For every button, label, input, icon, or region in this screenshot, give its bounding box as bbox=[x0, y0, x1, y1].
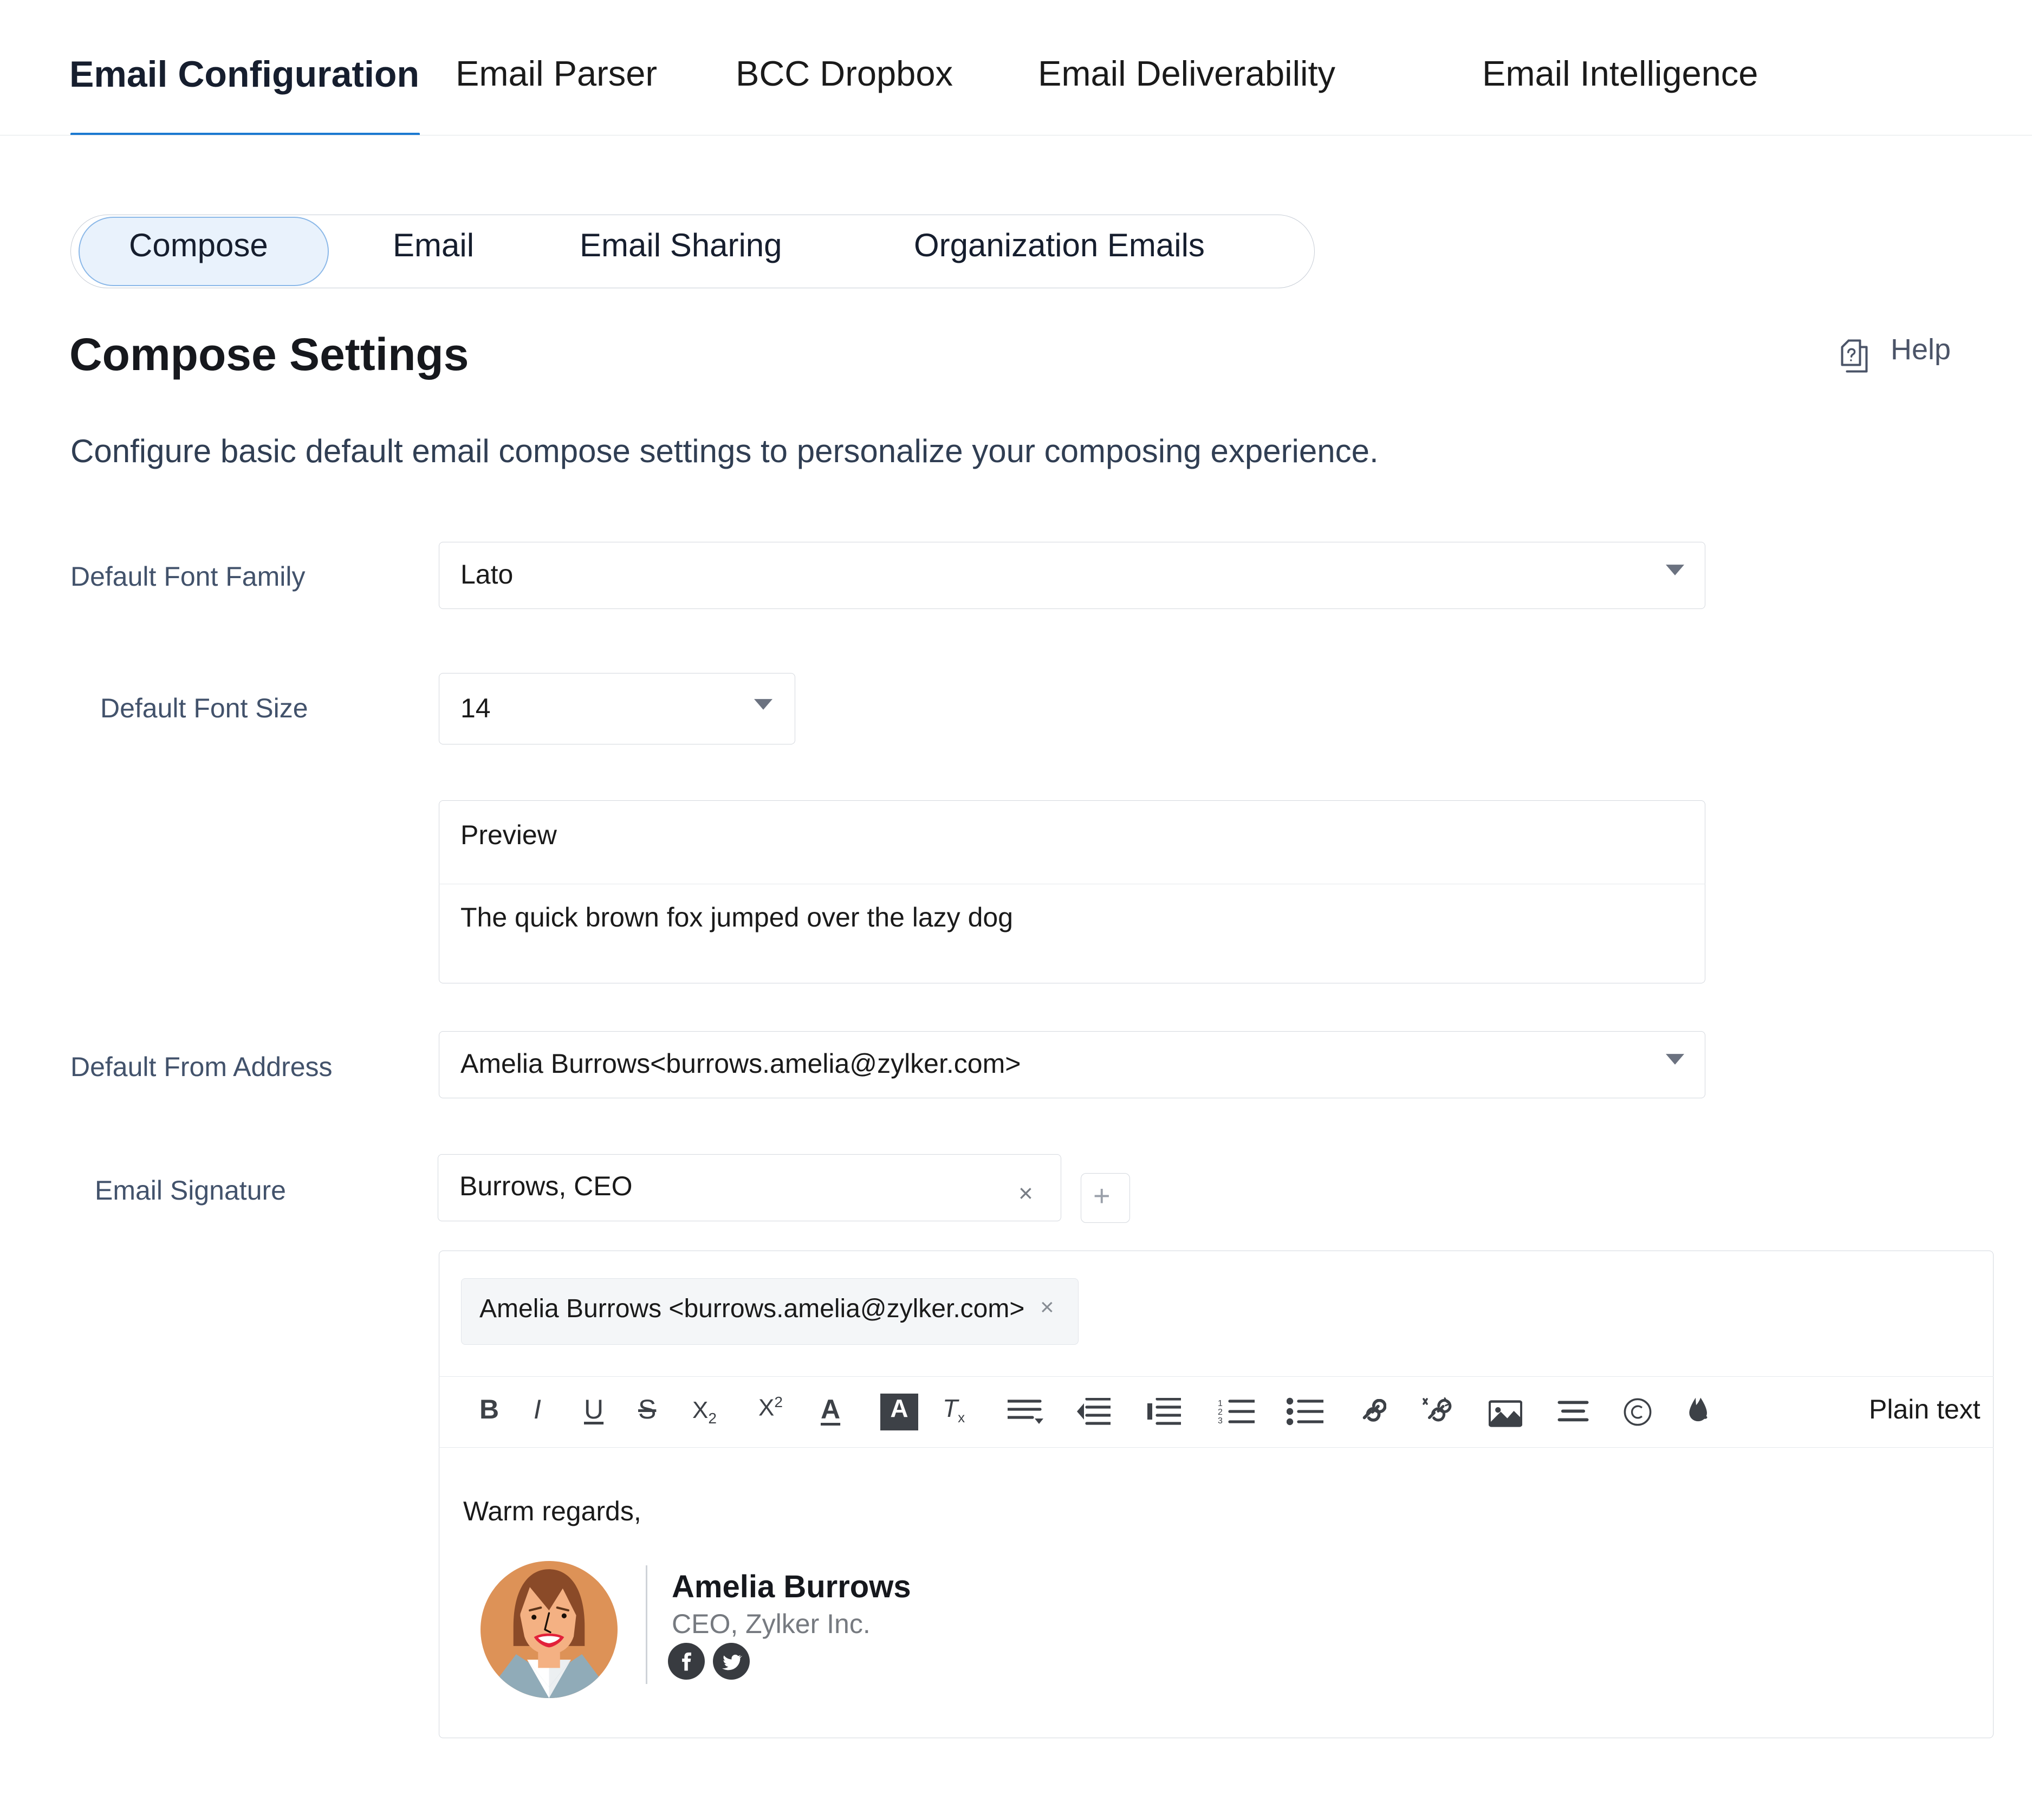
svg-text:3: 3 bbox=[1218, 1416, 1223, 1426]
svg-text:1: 1 bbox=[1218, 1399, 1223, 1408]
svg-text:2: 2 bbox=[1218, 1408, 1223, 1417]
